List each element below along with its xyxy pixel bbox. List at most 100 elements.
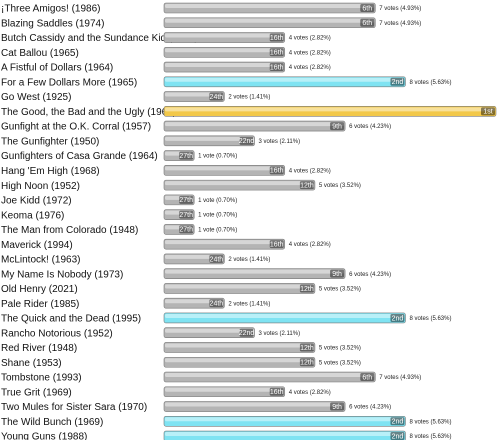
bar-highlight xyxy=(165,225,194,230)
vote-label: 6 votes (4.23%) xyxy=(349,272,391,278)
bar xyxy=(163,297,225,309)
vote-label: 5 votes (3.52%) xyxy=(319,346,361,352)
bar xyxy=(163,135,255,147)
vote-label: 2 votes (1.41%) xyxy=(228,301,270,307)
vote-label: 2 votes (1.41%) xyxy=(228,95,270,101)
vote-label: 1 vote (0.70%) xyxy=(198,227,237,233)
rank-badge xyxy=(330,122,345,131)
bar xyxy=(163,165,286,176)
bar-highlight xyxy=(165,48,284,53)
rank-label: 16th xyxy=(270,242,284,249)
bar-highlight xyxy=(165,181,314,186)
vote-label: 3 votes (2.11%) xyxy=(259,139,301,145)
rank-badge xyxy=(330,269,345,278)
rank-badge xyxy=(239,328,254,337)
rank-badge xyxy=(299,343,314,352)
option-label: The Quick and the Dead (1995) xyxy=(1,314,141,325)
rank-badge xyxy=(269,387,284,396)
bar xyxy=(163,209,195,220)
vote-label: 2 votes (1.41%) xyxy=(228,257,270,263)
bar-highlight xyxy=(165,387,284,392)
vote-label: 7 votes (4.93%) xyxy=(379,6,421,12)
rank-label: 2nd xyxy=(392,315,404,322)
vote-label: 3 votes (2.11%) xyxy=(259,331,301,337)
option-label: Red River (1948) xyxy=(1,343,77,354)
vote-label: 1 vote (0.70%) xyxy=(198,198,237,204)
rank-badge xyxy=(299,181,314,190)
bar-highlight xyxy=(165,4,375,8)
vote-label: 5 votes (3.52%) xyxy=(319,287,361,293)
rank-label: 2nd xyxy=(392,419,404,426)
vote-label: 4 votes (2.82%) xyxy=(289,390,331,396)
bar xyxy=(163,283,316,294)
vote-label: 7 votes (4.93%) xyxy=(379,375,421,381)
bar-highlight xyxy=(165,33,284,38)
option-label: Young Guns (1988) xyxy=(1,432,87,440)
bar-highlight xyxy=(165,63,284,68)
vote-label: 1 vote (0.70%) xyxy=(198,213,237,219)
rank-label: 6th xyxy=(362,374,372,381)
vote-label: 5 votes (3.52%) xyxy=(319,360,361,366)
option-label: Cat Ballou (1965) xyxy=(1,48,79,59)
option-label: High Noon (1952) xyxy=(1,181,80,192)
bar xyxy=(163,46,286,58)
bar-highlight xyxy=(165,18,375,23)
bar xyxy=(163,371,376,383)
vote-label: 8 votes (5.63%) xyxy=(409,80,451,86)
option-label: Two Mules for Sister Sara (1970) xyxy=(1,402,147,413)
rank-badge xyxy=(390,77,405,86)
bar-highlight xyxy=(165,284,314,289)
option-label: ¡Three Amigos! (1986) xyxy=(1,4,101,15)
rank-label: 24th xyxy=(210,94,224,101)
rank-label: 2nd xyxy=(392,79,404,86)
rank-label: 16th xyxy=(270,168,284,175)
bar-highlight xyxy=(165,151,194,156)
rank-badge xyxy=(269,33,284,42)
rank-badge xyxy=(209,92,224,101)
vote-label: 5 votes (3.52%) xyxy=(319,183,361,189)
bar xyxy=(163,150,195,161)
rank-label: 12th xyxy=(300,360,314,367)
rank-badge xyxy=(390,313,405,322)
vote-label: 4 votes (2.82%) xyxy=(289,36,331,42)
bar-highlight xyxy=(165,210,194,215)
bar-highlight xyxy=(165,358,314,363)
rank-badge xyxy=(360,373,375,381)
bar xyxy=(163,327,255,339)
rank-badge xyxy=(269,48,284,57)
bar xyxy=(163,17,376,29)
bar xyxy=(163,253,225,265)
bar xyxy=(163,415,406,427)
vote-label: 8 votes (5.63%) xyxy=(409,419,451,425)
rank-badge xyxy=(179,151,194,160)
bar xyxy=(163,106,497,117)
vote-label: 1 vote (0.70%) xyxy=(198,154,237,160)
rank-label: 16th xyxy=(270,64,284,71)
rank-badge xyxy=(390,432,405,440)
rank-label: 9th xyxy=(332,123,342,130)
option-label: True Grit (1969) xyxy=(1,387,72,398)
bar-highlight xyxy=(165,402,345,407)
bar xyxy=(163,312,406,324)
bar xyxy=(163,224,195,235)
rank-badge xyxy=(481,107,495,116)
bar-highlight xyxy=(165,328,254,333)
rank-label: 6th xyxy=(362,20,372,27)
vote-label: 8 votes (5.63%) xyxy=(409,316,451,322)
rank-badge xyxy=(390,417,405,426)
bar-highlight xyxy=(165,417,405,422)
bar-highlight xyxy=(165,432,405,437)
rank-label: 2nd xyxy=(392,433,404,440)
bar xyxy=(163,194,195,206)
vote-label: 7 votes (4.93%) xyxy=(379,21,421,27)
option-label: Old Henry (2021) xyxy=(1,284,78,295)
bar xyxy=(163,32,286,43)
bar-highlight xyxy=(165,92,224,97)
option-label: Shane (1953) xyxy=(1,358,62,369)
bar xyxy=(163,238,286,250)
rank-label: 27th xyxy=(179,212,193,219)
bar-highlight xyxy=(165,122,345,127)
bar-highlight xyxy=(165,77,405,82)
rank-label: 24th xyxy=(210,256,224,263)
